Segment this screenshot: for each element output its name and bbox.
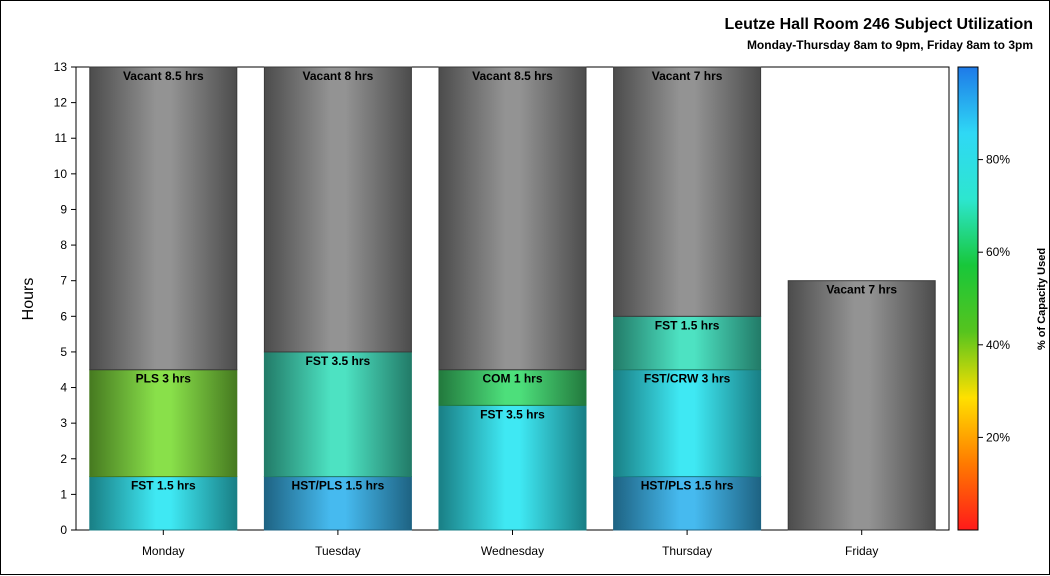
y-tick-label: 10 xyxy=(54,167,68,181)
x-tick-label: Tuesday xyxy=(315,544,361,558)
chart-title: Leutze Hall Room 246 Subject Utilization xyxy=(725,16,1034,33)
bar-segment-label: Vacant 8.5 hrs xyxy=(472,69,553,83)
colorbar-tick-label: 80% xyxy=(986,153,1010,167)
y-tick-label: 0 xyxy=(60,523,67,537)
bar-segment xyxy=(89,369,238,478)
bar-segment xyxy=(613,369,762,478)
bar-segment xyxy=(438,66,587,371)
y-tick-label: 8 xyxy=(60,238,67,252)
bar-segment xyxy=(438,369,587,406)
bar-segment xyxy=(613,315,762,371)
chart-subtitle: Monday-Thursday 8am to 9pm, Friday 8am t… xyxy=(747,38,1033,52)
bar-segment-label: FST 1.5 hrs xyxy=(131,479,196,493)
bar-segment xyxy=(263,351,412,478)
y-tick-label: 4 xyxy=(60,381,67,395)
bar-segment-label: COM 1 hrs xyxy=(482,372,542,386)
x-tick-label: Thursday xyxy=(662,544,712,558)
bar-segment-label: Vacant 7 hrs xyxy=(826,283,897,297)
bar-segment xyxy=(263,66,412,353)
bar-segment-label: HST/PLS 1.5 hrs xyxy=(641,479,734,493)
y-tick-label: 12 xyxy=(54,96,68,110)
bar-segment-label: Vacant 8.5 hrs xyxy=(123,69,204,83)
x-tick-label: Monday xyxy=(142,544,185,558)
bar-segment xyxy=(89,476,238,531)
bar-segment xyxy=(438,404,587,531)
bar-segment-label: Vacant 7 hrs xyxy=(652,69,723,83)
y-tick-label: 9 xyxy=(60,202,67,216)
bar-segment-label: HST/PLS 1.5 hrs xyxy=(292,479,385,493)
y-tick-label: 5 xyxy=(60,345,67,359)
bar-segment-label: FST 3.5 hrs xyxy=(306,354,371,368)
bar-segment-label: FST 1.5 hrs xyxy=(655,318,720,332)
colorbar-label: % of Capacity Used xyxy=(1036,248,1048,350)
bar-segment-label: FST 3.5 hrs xyxy=(480,407,545,421)
y-tick-label: 1 xyxy=(60,487,67,501)
bar-segment xyxy=(263,476,412,531)
y-tick-label: 7 xyxy=(60,274,67,288)
colorbar xyxy=(957,66,979,531)
y-axis-label: Hours xyxy=(20,278,37,321)
bar-segment xyxy=(787,280,936,531)
y-tick-label: 2 xyxy=(60,452,67,466)
y-tick-label: 11 xyxy=(55,131,68,145)
colorbar-tick-label: 40% xyxy=(986,338,1010,352)
bar-segment xyxy=(613,476,762,531)
y-tick-label: 6 xyxy=(60,309,67,323)
y-tick-label: 13 xyxy=(54,60,68,74)
bar-segment-label: PLS 3 hrs xyxy=(136,372,192,386)
colorbar-tick-label: 60% xyxy=(986,245,1010,259)
x-tick-label: Friday xyxy=(845,544,878,558)
colorbar-tick-label: 20% xyxy=(986,430,1010,444)
bar-segment xyxy=(89,66,238,371)
bar-segment-label: FST/CRW 3 hrs xyxy=(644,372,731,386)
bar-segment-label: Vacant 8 hrs xyxy=(303,69,374,83)
y-tick-label: 3 xyxy=(60,416,67,430)
bar-segment xyxy=(613,66,762,317)
x-tick-label: Wednesday xyxy=(481,544,544,558)
